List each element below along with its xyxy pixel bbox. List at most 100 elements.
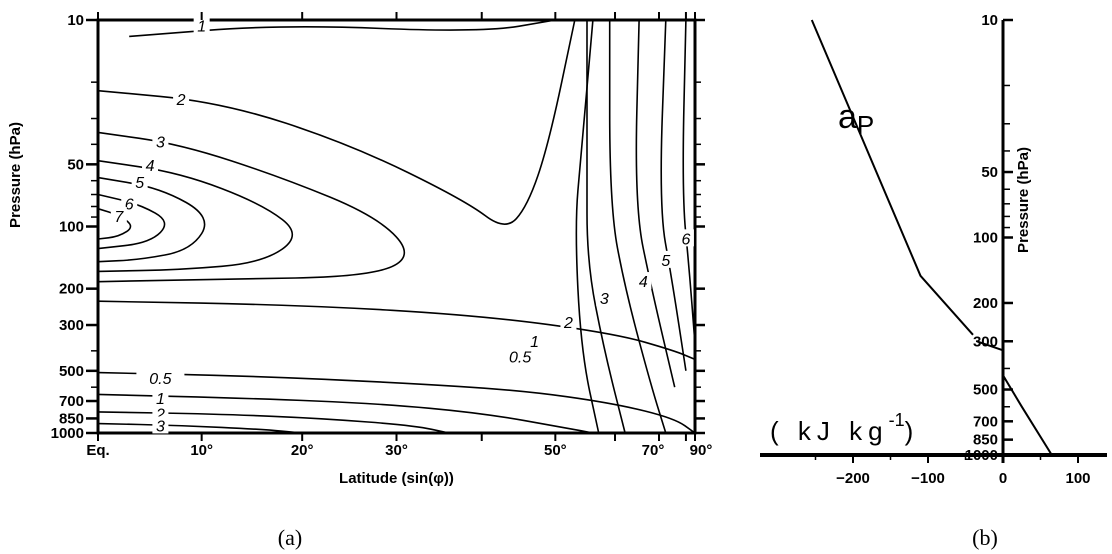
series-segment-2 [1002,374,1053,456]
b-y-tick-label: 500 [973,382,998,399]
contour-label-bg [131,173,148,191]
contour-line-0-5-14 [97,300,696,361]
contour-label-bg [596,289,613,307]
contour-line-4-6 [97,159,294,273]
contour-label-bg [142,155,159,173]
y-tick-label: 850 [59,410,84,427]
contour-label-bg [657,250,674,268]
x-tick-label: 50° [544,442,567,459]
contour-label-bg [560,313,577,331]
y-tick-label: 50 [67,156,84,173]
y-tick-label: 200 [59,281,84,298]
contour-line-5-8 [97,176,206,263]
y-tick-label: 10 [67,12,84,29]
contour-label-bg [152,132,169,150]
contour-label: 6 [681,231,690,248]
contour-line-1-1 [575,19,600,434]
contour-line-5-9 [660,19,687,371]
panel-b-unit-label: ( kJ kg-1) [770,410,919,446]
unit-close-paren: ) [905,416,920,446]
contour-label: 0.5 [149,371,171,388]
contour-line-1-0 [129,19,556,38]
b-x-tick-label: 100 [1065,470,1090,487]
panel-a-x-axis-title: Latitude (sin(φ)) [339,470,454,487]
contour-label: 5 [661,253,670,270]
b-y-tick-label: 200 [973,295,998,312]
y-tick-label: 700 [59,393,84,410]
contour-label: 4 [639,274,648,291]
contour-label-bg [152,416,169,434]
contour-label: 7 [114,209,124,226]
contour-label-bg [635,272,652,290]
b-y-tick-label: 50 [981,164,998,181]
contour-label: 3 [600,291,609,308]
contour-label-bg [173,90,190,108]
x-tick-label: 10° [190,442,213,459]
contour-line-3-18 [97,422,303,434]
y-tick-label: 100 [59,219,84,236]
contour-label: 3 [156,134,165,151]
contour-label-bg [677,229,694,247]
unit-text: ( kJ kg [770,416,889,446]
contour-line-4-7 [635,19,676,388]
contour-label-bg [110,207,127,225]
y-tick-label: 1000 [51,425,84,442]
b-y-tick-label: 100 [973,230,998,247]
contour-label: 2 [155,406,165,423]
y-tick-label: 500 [59,363,84,380]
contour-label: 6 [125,196,134,213]
contour-label-bg [136,369,185,387]
contour-label: 3 [156,418,165,435]
b-y-tick-label: 1000 [965,447,998,464]
panel-b-y-axis-title: Pressure (hPa) [1015,147,1032,253]
panel-b-series-label: aP [838,98,874,140]
panel-b-x-ticks: −200 −100 0 100 [814,455,1091,487]
unit-exponent: -1 [889,410,905,430]
panel-b-series-lines [810,19,1053,456]
contour-label: 1 [156,391,165,408]
contour-label: 2 [563,315,573,332]
b-y-tick-label: 700 [973,413,998,430]
series-label-main: a [838,98,857,136]
contour-label: 1 [197,19,206,36]
series-label-subscript: P [857,110,874,140]
b-y-tick-label: 300 [973,333,998,350]
contour-line-6-10 [97,193,166,250]
contour-label-bg [152,389,169,407]
contour-line-2-17 [97,411,450,434]
series-segment-0 [810,19,974,336]
x-tick-label: 30° [385,442,408,459]
contour-label-bg [496,347,545,365]
b-y-tick-label: 10 [981,12,998,29]
y-tick-label: 300 [59,317,84,334]
panel-a-contour-lines [97,19,696,434]
b-x-tick-label: −200 [836,470,870,487]
contour-line-6-11 [682,19,696,339]
contour-label-bg [526,331,543,349]
contour-label: 2 [176,92,186,109]
b-x-tick-label: 0 [999,470,1007,487]
panel-a-plot-frame [96,18,697,435]
panel-a-y-axis-title: Pressure (hPa) [7,122,24,228]
contour-label: 4 [146,158,155,175]
contour-line-1-16 [97,393,594,434]
panel-a-x-ticks: Eq. 10° 20° 30° 50° 70° 90° [86,12,712,459]
contour-label: 5 [135,175,144,192]
contour-label-bg [193,16,210,34]
x-tick-label: 20° [291,442,314,459]
x-tick-label: 90° [690,442,713,459]
x-tick-label: Eq. [86,442,109,459]
panel-b-label: (b) [972,525,998,550]
b-y-tick-label: 850 [973,432,998,449]
contour-line-2-3 [586,20,626,434]
x-tick-label: 70° [642,442,665,459]
b-x-tick-label: −100 [911,470,945,487]
contour-label: 1 [530,334,539,351]
series-segment-1 [976,340,1004,352]
contour-line-3-5 [608,20,667,434]
